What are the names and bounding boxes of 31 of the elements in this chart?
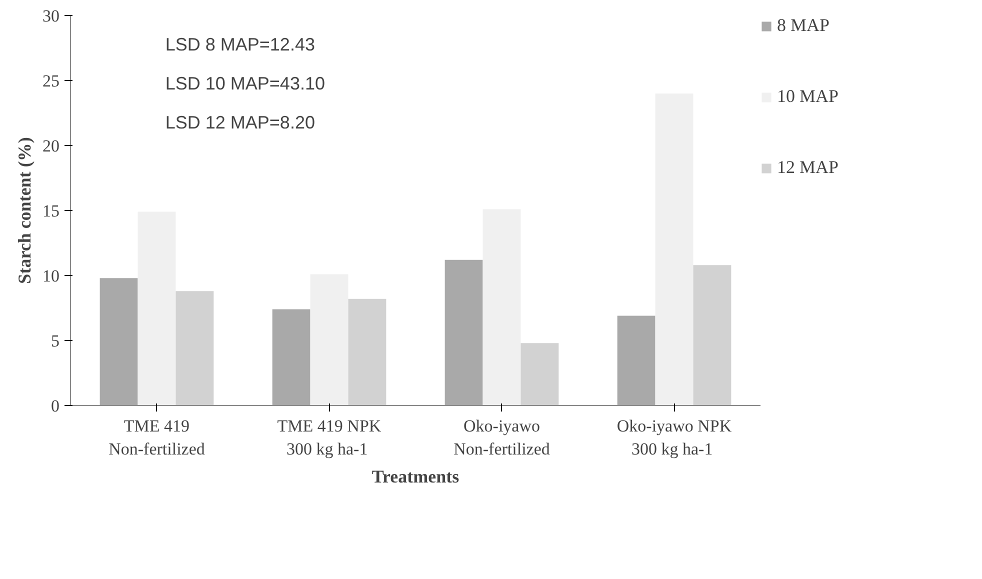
bar <box>272 309 310 406</box>
bar <box>176 291 214 406</box>
annotation: LSD 12 MAP=8.20 <box>165 112 315 132</box>
y-tick-label: 15 <box>42 202 60 220</box>
bar <box>100 278 138 406</box>
y-tick-label: 30 <box>42 6 60 26</box>
annotation: LSD 8 MAP=12.43 <box>165 34 315 54</box>
bar <box>520 343 559 406</box>
bar <box>617 316 656 406</box>
legend-label: 12 MAP <box>777 157 840 178</box>
x-tick-label: TME 419 NPK 300 kg ha-1 <box>277 416 382 458</box>
y-tick-label: 10 <box>42 266 60 286</box>
legend-label: 8 MAP <box>777 15 831 36</box>
y-axis-title: Starch content (%) <box>14 137 34 284</box>
x-axis-title: Treatments <box>372 466 460 486</box>
bar <box>482 209 521 406</box>
bar <box>348 298 386 406</box>
x-tick-label: Oko-iyawo NPK 300 kg ha-1 <box>616 416 732 458</box>
y-tick-label: 0 <box>51 396 60 416</box>
bar <box>444 260 483 406</box>
annotation: LSD 10 MAP=43.10 <box>165 74 325 94</box>
bar <box>310 274 348 406</box>
y-tick-label: 25 <box>42 72 60 90</box>
bar <box>655 94 694 406</box>
x-tick-label: Oko-iyawo Non-fertilized <box>454 416 550 458</box>
bar <box>693 265 732 406</box>
bar <box>138 212 176 406</box>
legend-label: 10 MAP <box>777 86 840 107</box>
y-tick-label: 5 <box>51 332 60 350</box>
y-tick-label: 20 <box>42 136 60 156</box>
x-tick-label: TME 419 Non-fertilized <box>108 416 206 458</box>
